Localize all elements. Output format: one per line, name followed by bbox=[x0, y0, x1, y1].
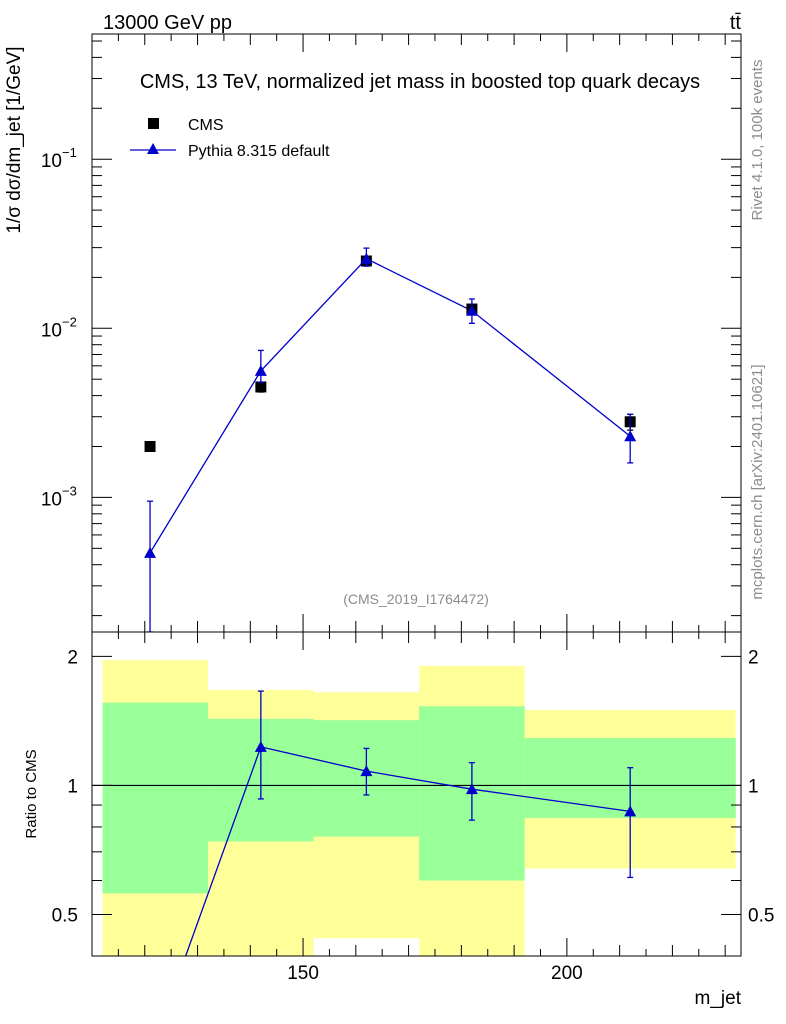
x-tick-label: 200 bbox=[551, 963, 583, 984]
chart-title: CMS, 13 TeV, normalized jet mass in boos… bbox=[140, 71, 700, 93]
cms-point bbox=[144, 441, 156, 453]
mc-point bbox=[465, 304, 478, 316]
legend: CMS Pythia 8.315 default bbox=[130, 117, 330, 160]
process-label: tt̄ bbox=[730, 12, 742, 34]
mc-point bbox=[254, 364, 267, 376]
ratio-plot-frame bbox=[91, 631, 742, 957]
legend-marker-cms bbox=[148, 118, 159, 129]
legend-label-cms: CMS bbox=[188, 117, 224, 134]
cms-point bbox=[255, 381, 267, 393]
ratio-y-tick-label: 0.5 bbox=[52, 905, 78, 926]
y-tick-exponent: −2 bbox=[62, 314, 77, 329]
ratio-mc-point bbox=[254, 740, 267, 752]
ratio-y-tick-label: 2 bbox=[67, 647, 78, 668]
ratio-y-tick-label-right: 0.5 bbox=[748, 905, 774, 926]
ratio-mc-point bbox=[465, 783, 478, 795]
analysis-id: (CMS_2019_I1764472) bbox=[343, 591, 489, 607]
mc-point bbox=[624, 430, 637, 442]
ratio-mc-point bbox=[624, 805, 637, 817]
ratio-axis-ticks: 150 200 0.5 0.5 1 1 2 2 bbox=[52, 614, 774, 984]
mc-point bbox=[360, 252, 373, 264]
ratio-uncertainty-bands bbox=[102, 660, 736, 956]
ratio-y-axis-label: Ratio to CMS bbox=[23, 749, 40, 838]
x-tick-label: 150 bbox=[287, 963, 319, 984]
y-tick-label: 10 bbox=[41, 151, 62, 172]
inner-band bbox=[102, 702, 209, 894]
y-tick-label: 10 bbox=[41, 320, 62, 341]
source-label: mcplots.cern.ch [arXiv:2401.10621] bbox=[749, 364, 766, 599]
x-axis-label: m_jet bbox=[695, 988, 742, 1009]
ratio-mc-point bbox=[360, 765, 373, 777]
y-tick-exponent: −1 bbox=[62, 145, 77, 160]
y-tick-exponent: −3 bbox=[62, 483, 77, 498]
ratio-y-tick-label-right: 2 bbox=[748, 647, 759, 668]
legend-label-mc: Pythia 8.315 default bbox=[188, 143, 330, 160]
ratio-y-tick-label-right: 1 bbox=[748, 776, 759, 797]
main-axis-ticks: 10−110−210−3 bbox=[41, 34, 741, 617]
rivet-label: Rivet 4.1.0, 100k events bbox=[749, 60, 766, 221]
legend-marker-mc bbox=[147, 143, 159, 154]
ratio-plot-data bbox=[185, 690, 637, 957]
main-plot-area bbox=[92, 34, 741, 632]
mc-point bbox=[144, 546, 157, 558]
ratio-y-tick-label: 1 bbox=[67, 776, 78, 797]
main-y-axis-label: 1/σ dσ/dm_jet [1/GeV] bbox=[4, 46, 25, 233]
energy-label: 13000 GeV pp bbox=[103, 12, 232, 34]
y-tick-label: 10 bbox=[41, 489, 62, 510]
